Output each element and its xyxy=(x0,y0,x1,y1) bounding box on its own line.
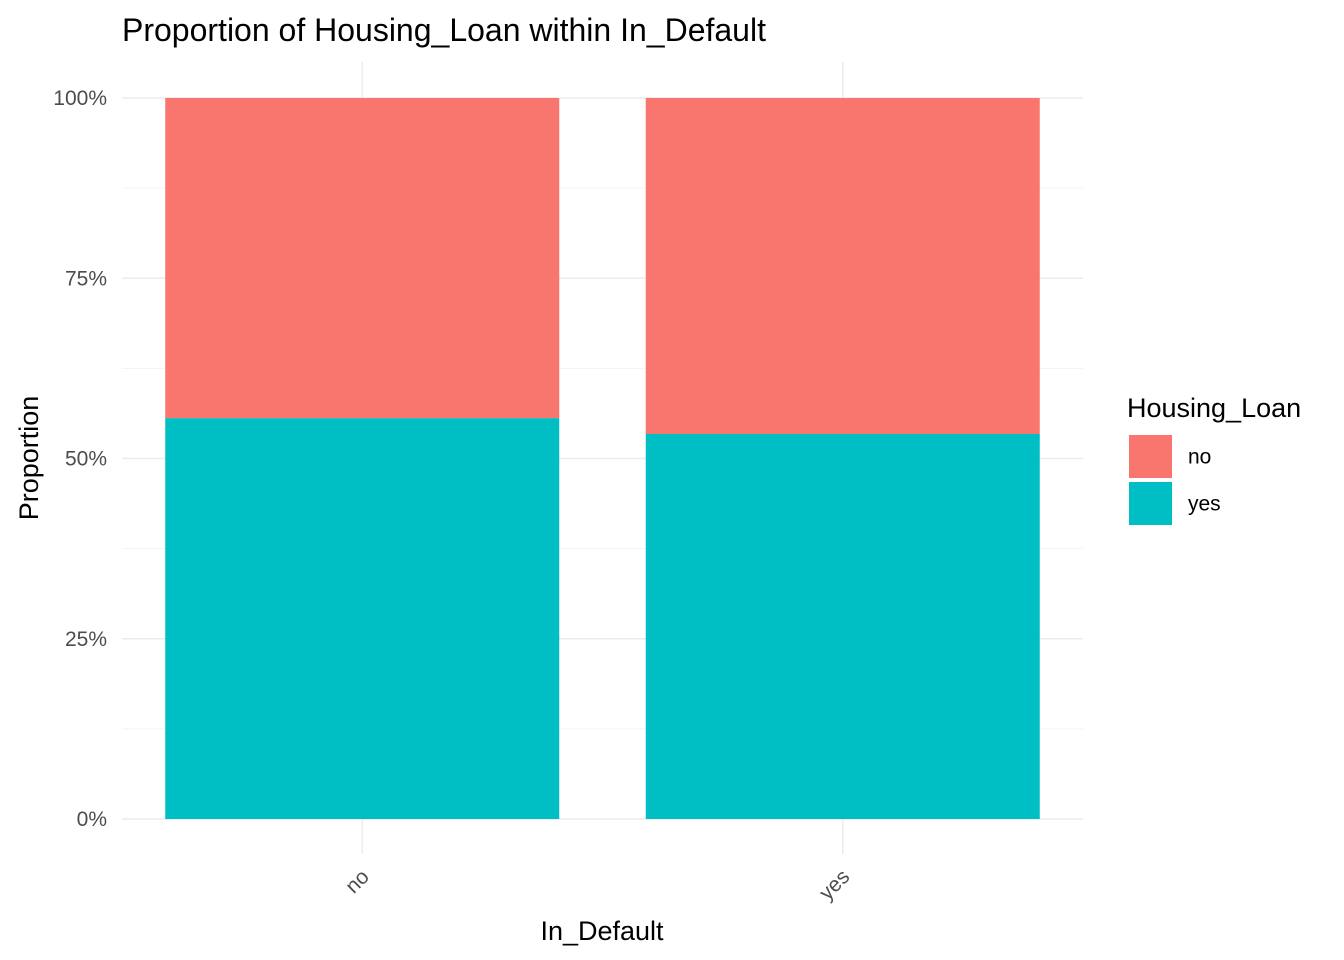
legend-key-yes xyxy=(1129,482,1172,525)
legend-items: no yes xyxy=(1129,435,1221,525)
legend: Housing_Loan no yes xyxy=(1127,393,1301,525)
x-tick-label: no xyxy=(341,865,374,898)
legend-key-no xyxy=(1129,435,1172,478)
y-axis-title: Proportion xyxy=(14,396,44,521)
y-tick-label: 100% xyxy=(53,87,107,110)
x-tick-label: yes xyxy=(815,865,854,904)
chart-title: Proportion of Housing_Loan within In_Def… xyxy=(122,12,766,48)
bar-segment-yes-no xyxy=(645,98,1040,434)
legend-title: Housing_Loan xyxy=(1127,393,1301,423)
bar-segment-no-no xyxy=(165,98,560,419)
bar-segment-yes-yes xyxy=(645,433,1040,819)
y-tick-label: 0% xyxy=(77,808,107,831)
legend-label-yes: yes xyxy=(1188,493,1221,516)
legend-label-no: no xyxy=(1188,446,1211,469)
bar-segment-no-yes xyxy=(165,418,560,819)
y-tick-label: 25% xyxy=(65,628,107,651)
bars-layer xyxy=(165,98,1040,819)
y-tick-label: 75% xyxy=(65,267,107,290)
x-axis-title: In_Default xyxy=(540,916,664,946)
y-tick-label: 50% xyxy=(65,448,107,471)
